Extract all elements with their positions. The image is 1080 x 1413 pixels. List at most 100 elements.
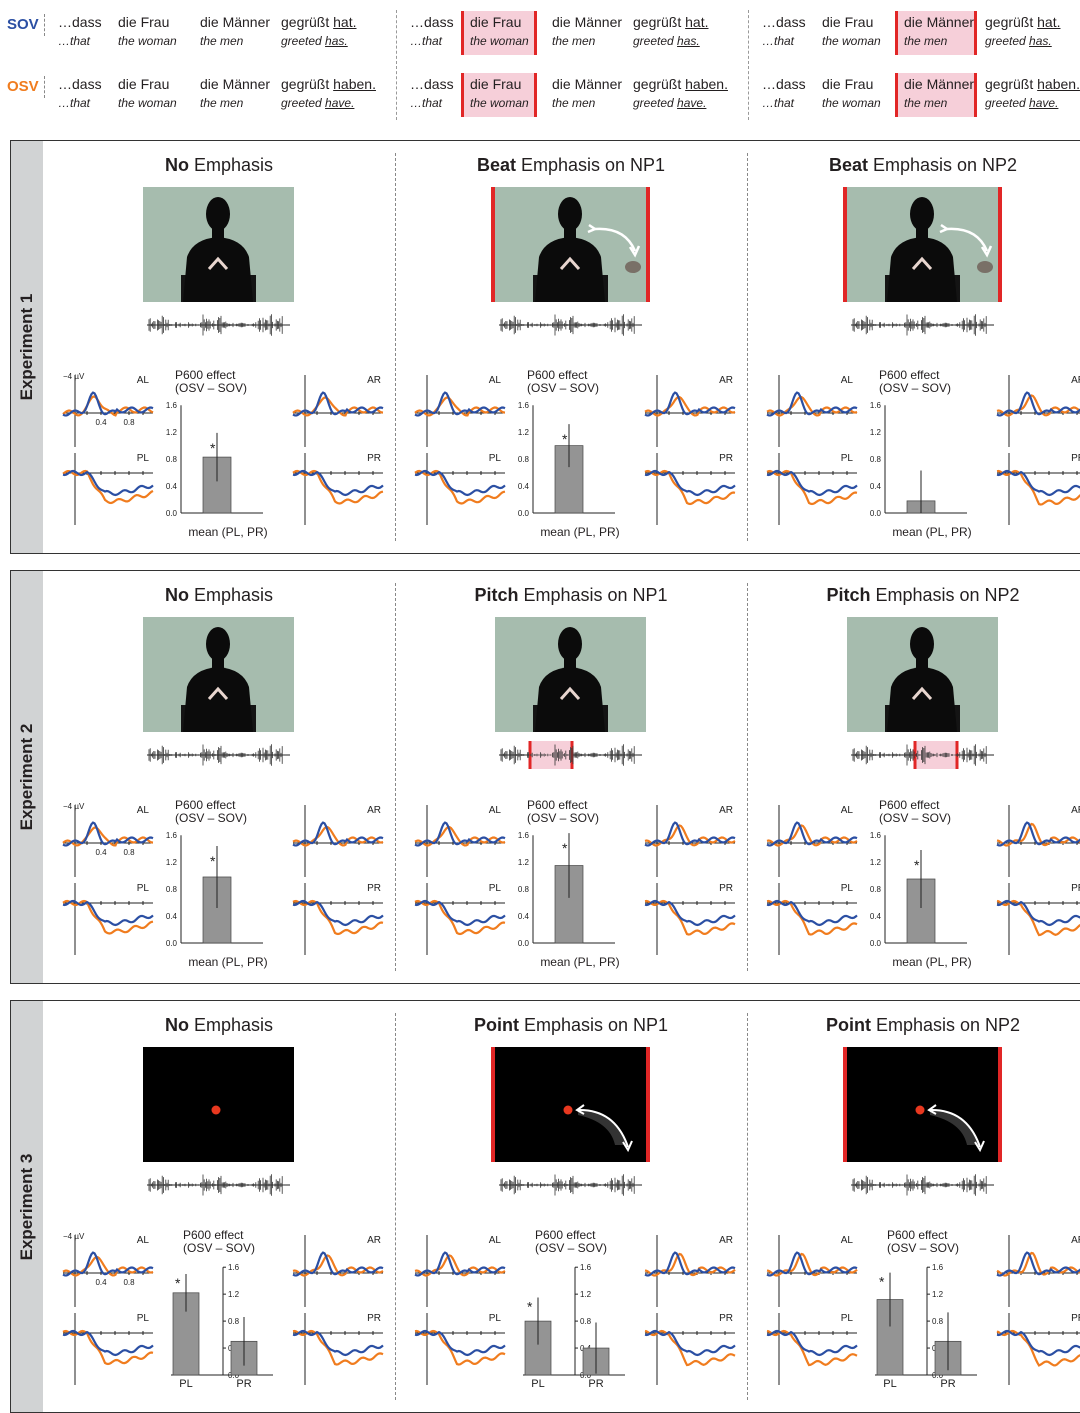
dot-stimulus: [143, 1047, 294, 1162]
german-word: die Frau: [470, 76, 522, 92]
experiment-label: Experiment 2: [17, 723, 36, 831]
speaker-video-frame: [847, 617, 998, 732]
gloss-verb: greeted: [985, 34, 1026, 48]
p600-bar-chart: 0.0 0.4 0.8 1.2 1.6 *: [870, 831, 967, 948]
electrode-label: AL: [489, 805, 502, 816]
bar-tick-label: 0.4: [166, 912, 178, 921]
pr-label: PR: [588, 1378, 603, 1389]
emphasis-target: Emphasis on NP2: [870, 1015, 1021, 1035]
bar-title-line2: (OSV – SOV): [887, 1241, 960, 1255]
emphasis-marker: [998, 187, 1002, 302]
bar-tick-label: 0.8: [580, 1317, 592, 1326]
bar-title-line2: (OSV – SOV): [535, 1241, 608, 1255]
english-gloss: the men: [904, 96, 948, 110]
bar-tick-label: 1.2: [166, 858, 178, 867]
bar-tick-label: 0.8: [932, 1317, 944, 1326]
english-gloss: greeted have.: [633, 94, 728, 113]
erp-plot-al: AL −4 µV 0.4 0.8: [62, 372, 154, 447]
mean-label: mean (PL, PR): [540, 525, 620, 539]
german-word: die Männer: [200, 76, 271, 92]
german-word: die Frau: [470, 14, 522, 30]
emphasis-type: Pitch: [474, 585, 519, 605]
sov-erp-curve: [292, 469, 384, 497]
audio-waveform-strip: [499, 314, 642, 336]
erp-plot-al: AL: [414, 375, 506, 447]
torso: [183, 237, 253, 302]
arrow-tail: [575, 1104, 585, 1115]
german-word: gegrüßt hat.: [985, 13, 1061, 32]
bar-tick-label: 0.8: [870, 455, 882, 464]
bar-tick-label: 1.2: [932, 1290, 944, 1299]
sov-erp-curve: [644, 1329, 736, 1357]
english-gloss: the woman: [822, 34, 881, 48]
head: [910, 197, 934, 231]
time-tick-label: 0.8: [123, 1278, 135, 1287]
emphasis-type: Beat: [476, 155, 516, 175]
emphasis-type: No: [164, 585, 189, 605]
emphasis-marker: [646, 1047, 650, 1162]
bar-tick-label: 1.2: [228, 1290, 240, 1299]
english-gloss: greeted have.: [985, 94, 1080, 113]
english-gloss: the men: [552, 34, 596, 48]
audio-waveform-strip: [851, 741, 994, 769]
bar-chart-title: P600 effect (OSV – SOV): [527, 799, 599, 825]
electrode-label: AR: [1071, 805, 1080, 816]
speaker-video-frame: [495, 617, 646, 732]
gloss-aux: has.: [1029, 34, 1052, 48]
electrode-label: AL: [489, 375, 502, 386]
bar-chart-title: P600 effect (OSV – SOV): [879, 369, 951, 395]
english-gloss: …that: [58, 96, 91, 110]
electrode-label: AL: [137, 1235, 150, 1246]
emphasis-target: Emphasis: [188, 1015, 274, 1035]
experiment-panel: Experiment 3 No Emphasis AL −4 µV 0.4 0.8 PL AR…: [10, 1000, 1080, 1413]
erp-plot-pl: PL: [414, 1313, 506, 1385]
arrow-head: [628, 245, 641, 258]
bar-tick-label: 0.0: [932, 1371, 944, 1380]
sov-erp-curve: [996, 899, 1080, 927]
erp-plot-pr: PR: [292, 1313, 384, 1385]
bar-tick-label: 0.0: [870, 939, 882, 948]
significance-star: *: [914, 857, 920, 873]
arrow-tail: [587, 223, 598, 234]
electrode-label: AL: [841, 1235, 854, 1246]
experiment-panel: Experiment 1 No Emphasis AL −4 µV 0.4 0.8 PL AR…: [10, 140, 1080, 554]
english-gloss: the men: [552, 96, 596, 110]
tick: [44, 76, 45, 98]
emphasis-marker: [646, 187, 650, 302]
erp-plot-ar: AR: [644, 805, 736, 877]
sov-erp-curve: [292, 1251, 384, 1277]
bar-title-line2: (OSV – SOV): [527, 811, 600, 825]
sentence-word: die Männer the men: [904, 13, 974, 51]
erp-plot-pr: PR: [292, 883, 384, 955]
erp-plot-pl: PL: [766, 883, 858, 955]
hands: [559, 686, 581, 701]
neck: [916, 657, 928, 669]
speaker-video-frame: [143, 187, 294, 302]
electrode-label: PL: [841, 453, 854, 464]
osv-erp-curve: [644, 1329, 736, 1367]
electrode-label: PR: [367, 1313, 381, 1324]
erp-plot-pl: PL: [414, 453, 506, 525]
emphasis-marker: [843, 187, 847, 302]
time-tick-label: 0.4: [95, 418, 107, 427]
emphasis-target: Emphasis: [188, 585, 274, 605]
motion-trail: [930, 1109, 979, 1145]
stimulus-drawing: [563, 1104, 633, 1153]
hands: [207, 256, 229, 271]
head: [558, 627, 582, 661]
np2-highlight: [895, 11, 977, 55]
condition-divider: [395, 1013, 396, 1400]
erp-plot-pr: PR: [644, 453, 736, 525]
bar-tick-label: 1.6: [870, 401, 882, 410]
english-gloss: greeted has.: [985, 32, 1061, 51]
erp-plot-pl: PL: [62, 1313, 154, 1385]
stimulus-drawing: [885, 197, 993, 302]
point-arrow: [577, 1108, 629, 1148]
english-gloss: …that: [410, 96, 443, 110]
erp-plot-pr: PR: [996, 883, 1080, 955]
gloss-verb: greeted: [985, 96, 1026, 110]
erp-plot-ar: AR: [996, 805, 1080, 877]
mean-label: mean (PL, PR): [892, 525, 972, 539]
sov-erp-curve: [644, 469, 736, 497]
bar-tick-label: 0.0: [166, 939, 178, 948]
